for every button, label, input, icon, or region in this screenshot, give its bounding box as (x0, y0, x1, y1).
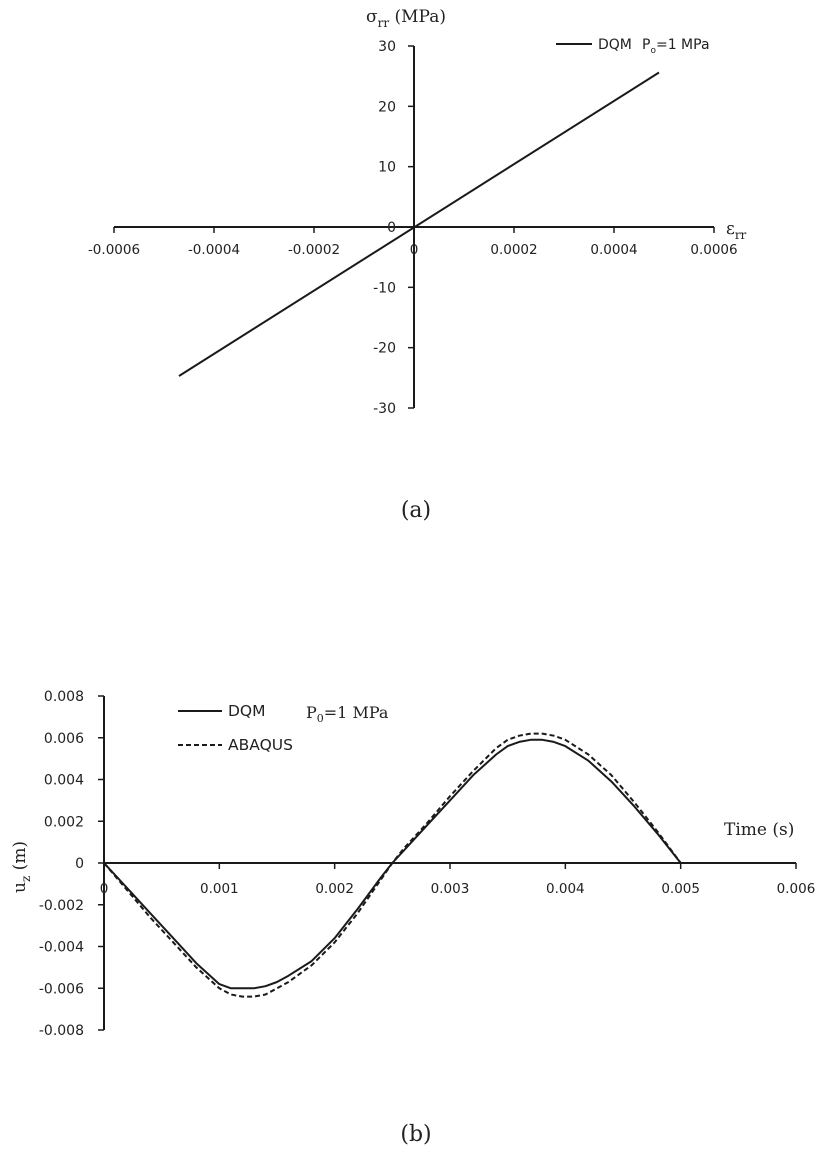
y-tick-label: 0 (387, 220, 396, 236)
annotation-rest: =1 MPa (324, 703, 389, 722)
annotation-subscript: 0 (317, 712, 324, 725)
panel-label-b: (b) (400, 1122, 431, 1147)
x-tick-label: 0.0002 (490, 242, 537, 258)
legend: DQM ABAQUS (178, 702, 293, 754)
y-tick-label: -20 (373, 341, 396, 357)
y-axis-label-subscript: rr (378, 16, 390, 30)
annotation-load: P0=1 MPa (306, 703, 389, 725)
y-axis-label-unit: (m) (10, 841, 30, 876)
x-tick-label: -0.0002 (288, 242, 340, 258)
legend-label-dqm: DQM (598, 37, 632, 53)
chart-panel-b: 0 0.001 0.002 0.003 0.004 0.005 0.006 0.008 0.00… (10, 689, 815, 1147)
x-tick-label: 0.005 (661, 881, 700, 897)
series-line-abaqus (103, 732, 682, 998)
x-tick-label: 0.003 (431, 881, 470, 897)
y-tick-label: 0 (75, 856, 84, 872)
x-tick-label: 0.0006 (690, 242, 737, 258)
x-tick-label: 0.006 (777, 881, 816, 897)
x-axis-label: Time (s) (724, 820, 794, 840)
annotation-base: P (642, 37, 650, 53)
y-tick-label: -0.008 (39, 1023, 84, 1039)
x-tick-label: -0.0006 (88, 242, 140, 258)
x-axis-label-subscript: rr (735, 228, 747, 242)
y-axis-label-unit: (MPa) (389, 7, 446, 27)
y-tick-label: -0.006 (39, 981, 84, 997)
legend-label-abaqus: ABAQUS (228, 736, 293, 754)
series-line-dqm (178, 71, 660, 377)
x-tick-label: 0 (410, 242, 419, 258)
annotation-subscript: o (650, 46, 656, 56)
annotation-load: Po=1 MPa (642, 37, 710, 56)
x-tick-label: 0.002 (315, 881, 354, 897)
x-axis-label-symbol: ε (726, 219, 735, 239)
annotation-rest: =1 MPa (656, 37, 710, 53)
y-axis-label: σrr (MPa) (366, 7, 446, 30)
y-tick-label: -0.004 (39, 940, 84, 956)
y-tick-label: 0.008 (44, 689, 84, 705)
legend: DQM (556, 37, 632, 53)
x-tick-label: 0.0004 (590, 242, 637, 258)
x-tick-label: 0.004 (546, 881, 585, 897)
panel-label-a: (a) (401, 498, 431, 523)
x-axis-label: εrr (726, 219, 747, 242)
y-axis-label-symbol: σ (366, 7, 378, 27)
legend-label-dqm: DQM (228, 702, 266, 720)
y-tick-label: 20 (378, 99, 396, 115)
x-tick-label: 0.001 (200, 881, 239, 897)
y-tick-label: -30 (373, 401, 396, 417)
y-tick-label: 0.006 (44, 731, 84, 747)
x-tick-label: 0 (100, 881, 109, 897)
y-axis-label-subscript: z (19, 876, 33, 882)
y-axis-label-base: u (10, 882, 30, 893)
x-tick-label: -0.0004 (188, 242, 240, 258)
y-axis-label: uz (m) (10, 841, 33, 893)
y-tick-label: 0.004 (44, 773, 84, 789)
y-tick-label: 10 (378, 160, 396, 176)
chart-panel-a: -0.0006 -0.0004 -0.0002 0 0.0002 0.0004 0.0006… (88, 7, 747, 523)
y-tick-label: 30 (378, 39, 396, 55)
y-tick-label: 0.002 (44, 814, 84, 830)
y-tick-label: -0.002 (39, 898, 84, 914)
annotation-base: P (306, 703, 317, 722)
y-tick-label: -10 (373, 280, 396, 296)
